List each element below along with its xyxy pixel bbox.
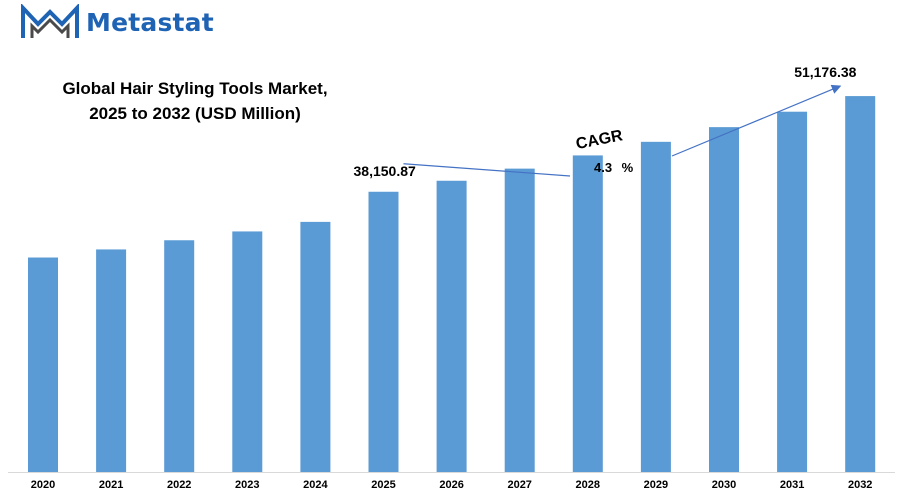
bar-2031 — [777, 111, 808, 473]
x-tick-label-2021: 2021 — [99, 479, 123, 491]
x-tick-label-2027: 2027 — [507, 479, 531, 491]
metastat-m-logo-icon — [21, 4, 79, 38]
x-tick-label-2030: 2030 — [712, 479, 736, 491]
cagr-value: 4.3 % — [594, 160, 634, 175]
bar-2022 — [164, 240, 195, 472]
x-tick-label-2024: 2024 — [303, 479, 328, 491]
x-tick-label-2025: 2025 — [371, 479, 395, 491]
x-tick-label-2026: 2026 — [439, 479, 463, 491]
bar-2023 — [232, 231, 263, 472]
brand-name: Metastat — [86, 7, 214, 37]
bar-2030 — [709, 127, 739, 472]
x-tick-label-2031: 2031 — [780, 479, 804, 491]
bar-2027 — [504, 168, 535, 472]
bar-2028 — [572, 155, 603, 473]
data-label-2032: 51,176.38 — [794, 64, 857, 81]
bar-2024 — [300, 221, 331, 472]
cagr-arrow-segment-1 — [403, 163, 571, 177]
x-tick-label-2020: 2020 — [31, 479, 55, 491]
x-tick-label-2029: 2029 — [644, 479, 668, 491]
chart-title-line-2: 2025 to 2032 (USD Million) — [89, 104, 301, 123]
bar-2029 — [640, 141, 671, 472]
data-label-2025: 38,150.87 — [353, 162, 416, 179]
bar-2021 — [96, 249, 127, 472]
chart-title: Global Hair Styling Tools Market, 2025 t… — [30, 76, 360, 126]
bar-2026 — [436, 180, 467, 472]
x-tick-label-2032: 2032 — [848, 479, 872, 491]
chart-title-line-1: Global Hair Styling Tools Market, — [62, 79, 328, 98]
x-tick-label-2028: 2028 — [576, 479, 600, 491]
brand-logo: Metastat — [20, 2, 214, 42]
x-tick-label-2023: 2023 — [235, 479, 259, 491]
bar-2025 — [368, 191, 399, 472]
bar-2020 — [28, 257, 58, 472]
bar-2032 — [845, 96, 876, 472]
x-tick-label-2022: 2022 — [167, 479, 191, 491]
cagr-arrow-segment-2 — [671, 84, 842, 157]
